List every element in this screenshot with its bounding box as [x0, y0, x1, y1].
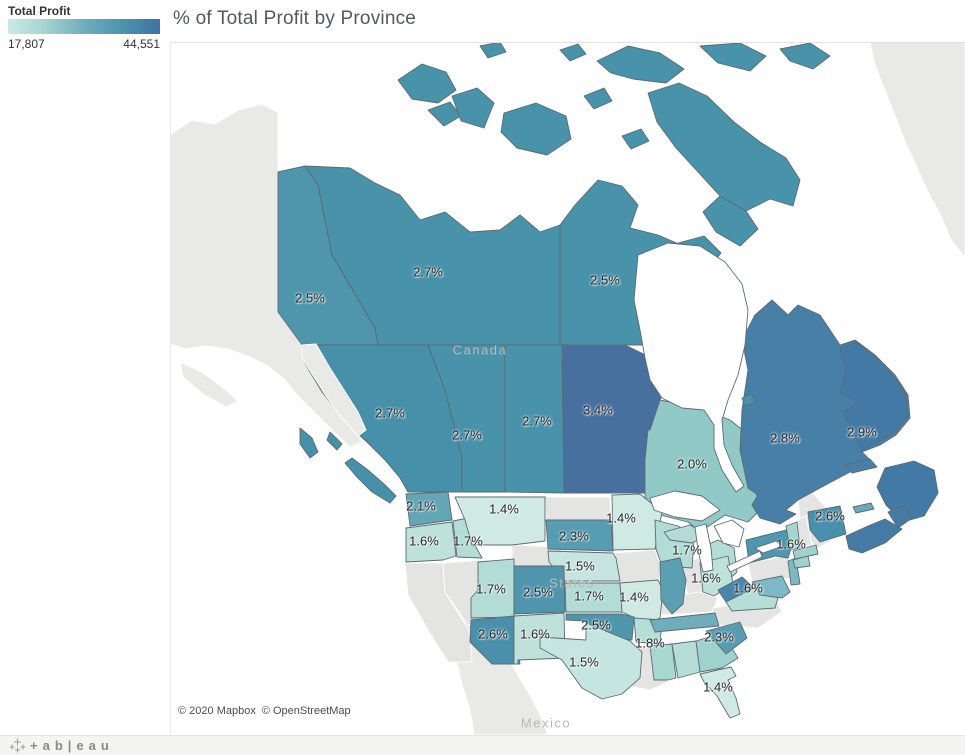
region-missouri[interactable] [619, 579, 664, 625]
region-saskatchewan[interactable] [504, 344, 565, 494]
region-arctic-island[interactable] [559, 43, 587, 62]
alaska-islands [179, 361, 239, 408]
greenland-landmass [869, 43, 965, 259]
region-montana[interactable] [454, 496, 546, 546]
legend-scale: 17,807 44,551 [8, 37, 160, 51]
region-iowa [614, 549, 663, 584]
region-new-brunswick[interactable] [807, 505, 847, 543]
mapbox-attribution-link[interactable]: © 2020 Mapbox [178, 705, 256, 717]
region-cape-breton[interactable] [887, 504, 913, 529]
region-arizona[interactable] [469, 615, 521, 665]
region-ellesmere-island[interactable] [596, 45, 685, 84]
region-belcher-islands[interactable] [741, 393, 756, 407]
map-attribution: © 2020 Mapbox © OpenStreetMap [172, 702, 367, 721]
region-arctic-island[interactable] [699, 43, 767, 72]
region-maryland-delaware[interactable] [751, 575, 791, 599]
region-arctic-island[interactable] [621, 128, 650, 150]
tableau-mark-icon [10, 738, 25, 753]
region-connecticut[interactable] [792, 555, 811, 569]
lake-ontario [754, 540, 784, 554]
region-baffin-island[interactable] [647, 82, 801, 212]
region-nova-scotia[interactable] [845, 518, 903, 554]
map-pane[interactable] [170, 42, 965, 735]
region-anticosti-island[interactable] [844, 458, 878, 474]
region-massachusetts[interactable] [792, 544, 819, 560]
region-utah[interactable] [470, 558, 515, 619]
osm-attribution-link[interactable]: © OpenStreetMap [261, 705, 351, 717]
lake-erie [726, 550, 763, 573]
region-oregon[interactable] [405, 521, 457, 563]
region-coastal-islet[interactable] [326, 431, 343, 451]
region-arctic-island[interactable] [479, 42, 507, 59]
region-vermont[interactable] [785, 521, 801, 551]
region-arctic-island[interactable] [397, 63, 457, 104]
region-newfoundland-island[interactable] [876, 460, 939, 523]
region-labrador[interactable] [839, 341, 909, 451]
region-washington[interactable] [405, 491, 453, 527]
viz-title-bar: % of Total Profit by Province [171, 0, 965, 41]
region-kansas[interactable] [564, 582, 623, 613]
footer-bar: +ab|eau [0, 735, 965, 755]
lake-huron [713, 519, 745, 548]
region-florida[interactable] [699, 666, 741, 719]
region-nwt[interactable] [304, 165, 561, 346]
region-nebraska[interactable] [547, 550, 621, 582]
region-illinois[interactable] [659, 557, 687, 615]
region-colorado[interactable] [513, 565, 566, 615]
legend-title: Total Profit [8, 4, 71, 18]
region-vancouver-island[interactable] [344, 457, 397, 504]
region-south-dakota[interactable] [545, 519, 614, 552]
region-haida-gwaii[interactable] [299, 427, 319, 459]
region-south-carolina[interactable] [705, 621, 748, 655]
legend-max-value: 44,551 [123, 37, 160, 51]
page-title: % of Total Profit by Province [173, 8, 417, 29]
region-texas[interactable] [539, 622, 643, 700]
region-mississippi[interactable] [649, 643, 677, 681]
choropleth-map[interactable] [170, 42, 965, 735]
tableau-wordmark: +ab|eau [30, 738, 114, 753]
region-banks-island[interactable] [451, 87, 495, 129]
region-baffin-south[interactable] [702, 195, 759, 247]
lake-michigan [694, 523, 714, 573]
region-tennessee[interactable] [649, 612, 720, 633]
alaska-panhandle [301, 343, 367, 437]
legend-min-value: 17,807 [8, 37, 45, 51]
region-arctic-island[interactable] [583, 87, 613, 110]
hudson-bay [633, 242, 749, 493]
color-legend: Total Profit 17,807 44,551 [0, 0, 170, 735]
lake-superior [649, 490, 721, 522]
region-north-dakota [544, 496, 612, 521]
tableau-logo-link[interactable]: +ab|eau [10, 738, 114, 753]
alaska-landmass [171, 103, 363, 448]
region-pei[interactable] [852, 502, 875, 514]
legend-gradient-bar[interactable] [8, 19, 160, 34]
region-victoria-island[interactable] [500, 102, 572, 156]
region-arctic-island[interactable] [779, 43, 831, 70]
